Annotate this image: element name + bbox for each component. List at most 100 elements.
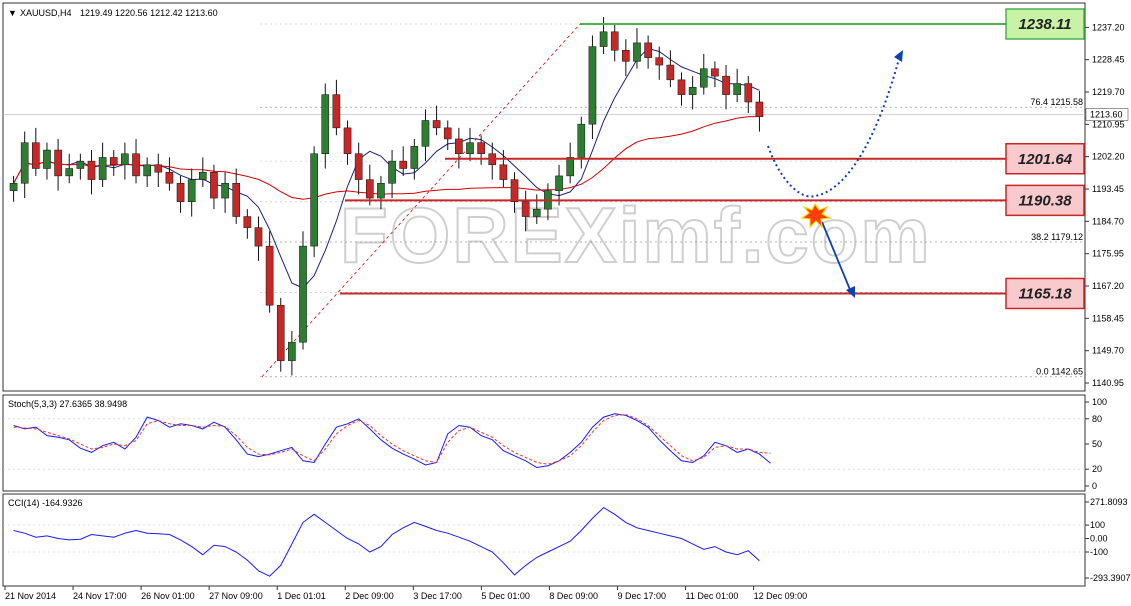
time-tick-label: 11 Dec 01:00 xyxy=(686,591,739,601)
candle-body xyxy=(688,86,697,95)
time-tick-label: 8 Dec 09:00 xyxy=(549,591,598,601)
candle-body xyxy=(20,142,29,184)
symbol-label: XAUUSD,H4 xyxy=(20,8,72,18)
candle-body xyxy=(633,42,641,62)
price-tick-label: 1219.70 xyxy=(1092,87,1125,97)
time-tick-label: 26 Nov 01:00 xyxy=(141,591,195,601)
stoch-tick-label: 0 xyxy=(1092,481,1097,491)
candle-body xyxy=(176,183,185,203)
fib-trendline xyxy=(261,23,581,377)
cci-tick-label: 271.8093 xyxy=(1090,497,1128,507)
candle-body xyxy=(432,120,441,129)
candle-body xyxy=(299,245,307,343)
candle-body xyxy=(232,183,241,217)
candle-body xyxy=(521,201,530,217)
candle-body xyxy=(321,94,330,154)
stoch-tick-label: 100 xyxy=(1092,397,1107,407)
candle-body xyxy=(599,31,608,47)
stoch-panel xyxy=(2,394,1086,492)
bearish-projection-line xyxy=(821,221,852,293)
stoch-tick-label: 20 xyxy=(1092,464,1102,474)
candle-body xyxy=(644,42,652,58)
candle-body xyxy=(655,57,664,66)
level-box-label: 1165.18 xyxy=(1018,285,1072,302)
current-price-label: 1213.60 xyxy=(1090,110,1123,120)
stoch-tick-label: 50 xyxy=(1092,439,1102,449)
candle-body xyxy=(399,160,408,169)
time-tick-label: 21 Nov 2014 xyxy=(5,591,56,601)
candle-body xyxy=(276,304,285,361)
header-arrow-icon[interactable]: ▼ xyxy=(8,8,17,18)
breakout-burst-icon xyxy=(800,202,833,229)
candle-body xyxy=(455,138,463,154)
candle-body xyxy=(199,171,207,180)
level-box xyxy=(1005,277,1085,310)
time-tick-label: 27 Nov 09:00 xyxy=(209,591,263,601)
bullish-projection-curve xyxy=(767,54,901,198)
level-box xyxy=(1005,8,1085,40)
level-box-label: 1190.38 xyxy=(1018,192,1072,209)
price-tick-label: 1167.20 xyxy=(1092,281,1124,291)
candle-body xyxy=(354,153,363,180)
cci-line xyxy=(13,506,760,577)
cci-line: 271.8093 100 0.00 -100 -293.3907 xyxy=(3,497,1131,583)
fib-labels: 76.4 1215.58 38.2 1179.12 0.0 1142.65 xyxy=(1030,97,1083,376)
level-box xyxy=(1005,143,1085,175)
candle-body xyxy=(210,171,218,199)
candle-body xyxy=(109,157,118,166)
candle-body xyxy=(98,157,107,180)
time-tick-label: 1 Dec 01:01 xyxy=(277,591,326,601)
candle-body xyxy=(733,83,741,95)
price-tick-label: 1184.70 xyxy=(1092,216,1124,226)
price-tick-label: 1210.95 xyxy=(1092,119,1125,129)
candle-body xyxy=(711,68,719,77)
candle-body xyxy=(132,153,140,177)
candle-body xyxy=(566,157,574,177)
ohlc-label: 1219.49 1220.56 1212.42 1213.60 xyxy=(80,8,218,18)
candle-body xyxy=(32,142,40,169)
cci-tick-label: -293.3907 xyxy=(1090,573,1131,583)
candle-body xyxy=(510,179,519,203)
bullish-arrowhead-icon xyxy=(894,50,903,62)
time-tick-label: 24 Nov 17:00 xyxy=(73,591,127,601)
candle-body xyxy=(477,142,485,154)
candle-body xyxy=(499,164,508,180)
candle-body xyxy=(388,160,396,184)
candle-body xyxy=(43,149,51,169)
price-tick-label: 1228.45 xyxy=(1092,55,1125,65)
price-axis: 1237.20 1228.45 1219.70 1210.95 1202.20 1193.… xyxy=(1085,22,1129,388)
cci-title: CCI(14) -164.9326 xyxy=(8,498,83,508)
candle-body xyxy=(410,146,419,169)
time-tick-label: 9 Dec 17:00 xyxy=(617,591,666,601)
candle-body xyxy=(187,179,196,203)
candle-body xyxy=(466,142,474,154)
candle-body xyxy=(243,216,252,228)
price-tick-label: 1237.20 xyxy=(1092,22,1125,32)
candle-body xyxy=(143,164,151,177)
candle-body xyxy=(343,127,352,154)
stoch-title: Stoch(5,3,3) 27.6365 38.9498 xyxy=(8,399,127,409)
candle-body xyxy=(699,68,708,88)
candle-body xyxy=(622,50,630,62)
time-axis: 21 Nov 2014 24 Nov 17:00 26 Nov 01:00 27 No… xyxy=(4,586,808,601)
candle-body xyxy=(610,31,619,51)
candle-body xyxy=(221,183,229,199)
time-tick-label: 2 Dec 09:00 xyxy=(345,591,394,601)
stoch-main-line xyxy=(13,413,771,469)
candle-body xyxy=(310,153,318,247)
candle-body xyxy=(744,83,753,103)
levels: 1238.11 1201.64 1190.38 1165.18 xyxy=(340,8,1085,310)
stoch-tick-label: 80 xyxy=(1092,414,1102,424)
candle-body xyxy=(365,179,374,199)
candle-body xyxy=(65,168,74,177)
candle-body xyxy=(9,183,18,191)
candle-body xyxy=(154,164,163,173)
level-box-label: 1238.11 xyxy=(1018,16,1071,33)
time-tick-label: 12 Dec 09:00 xyxy=(754,591,808,601)
price-tick-label: 1158.45 xyxy=(1092,313,1124,323)
candle-body xyxy=(722,75,730,95)
stoch-signal-line xyxy=(13,414,771,465)
candle-body xyxy=(54,149,62,177)
candle-body xyxy=(377,183,385,199)
